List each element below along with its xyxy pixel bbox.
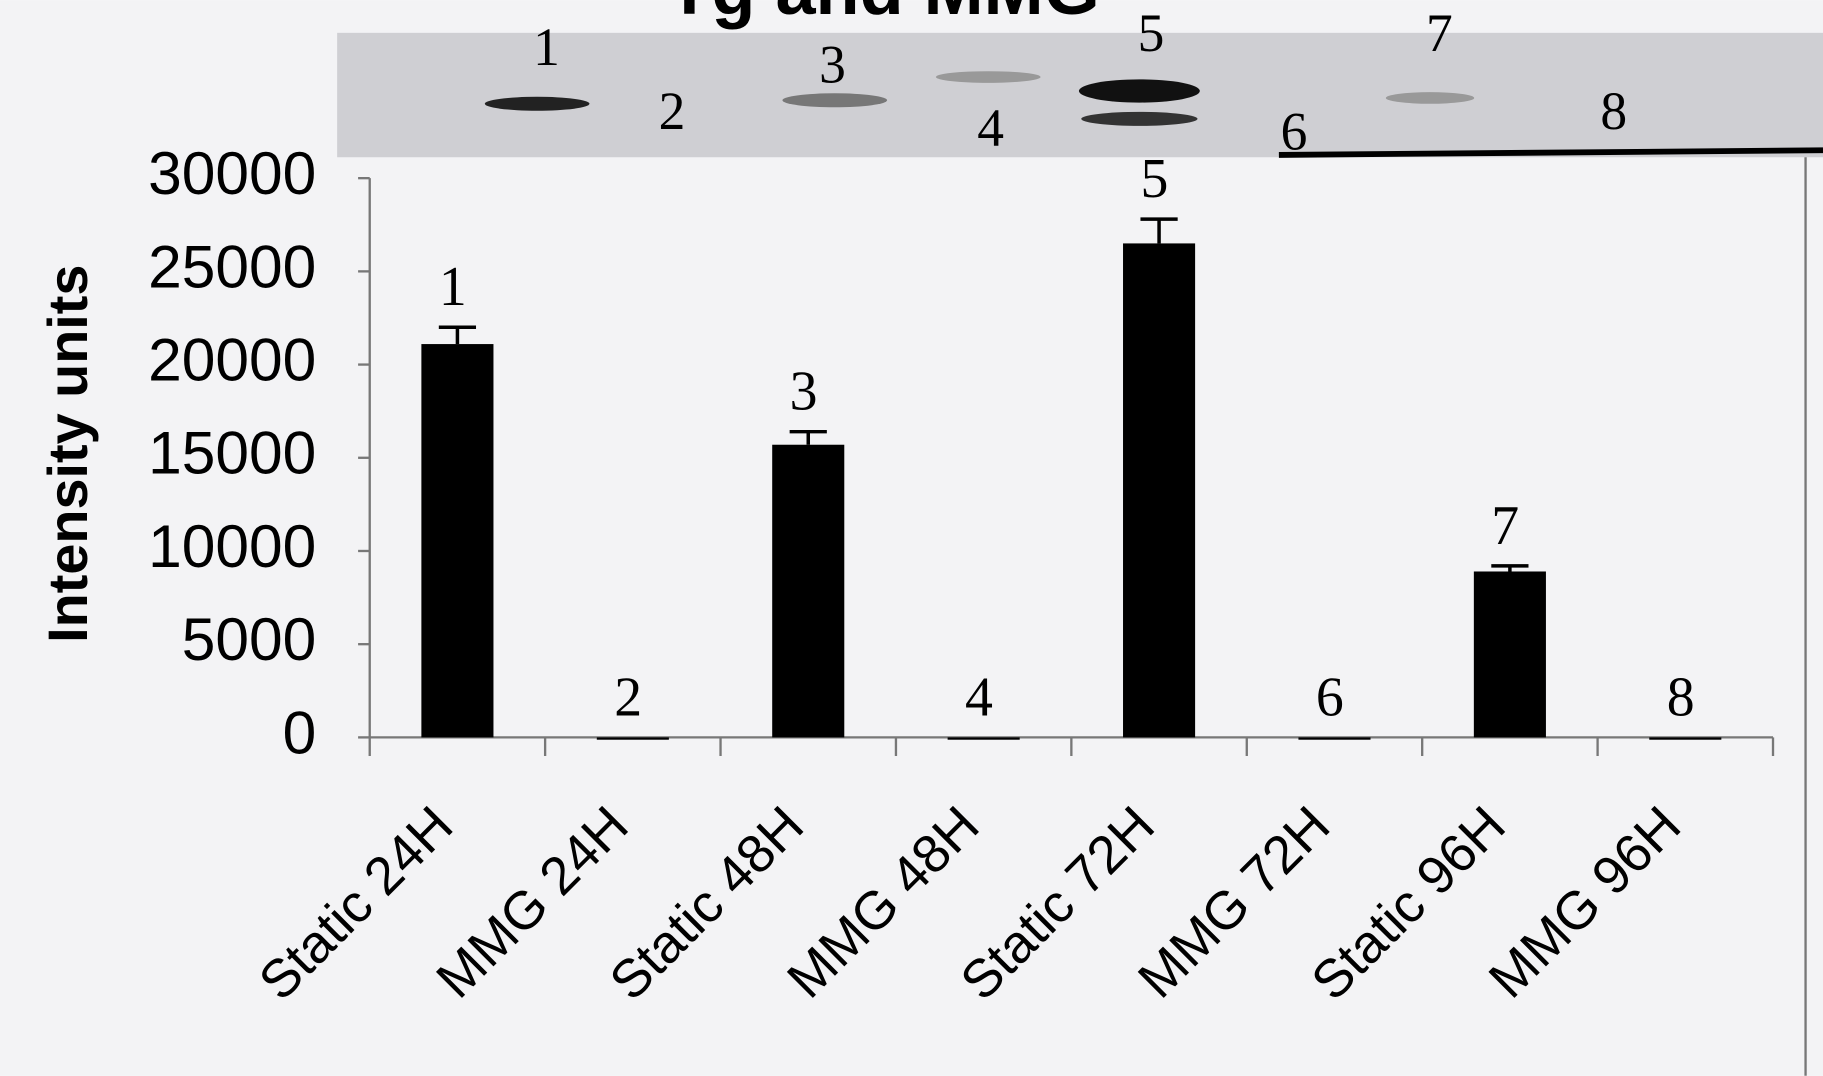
- bar-label: 8: [1667, 666, 1695, 728]
- bar-label: 5: [1140, 148, 1168, 210]
- blot-lane-label: 3: [819, 34, 846, 94]
- blot-lane-label: 2: [659, 81, 686, 141]
- bar-label: 2: [614, 666, 642, 728]
- y-tick-label: 30000: [148, 139, 316, 207]
- y-tick-label: 25000: [148, 232, 316, 300]
- bar: [596, 737, 669, 740]
- y-tick-label: 10000: [148, 512, 316, 580]
- blot-background: [337, 32, 1823, 158]
- bar: [1473, 571, 1546, 738]
- bar: [1123, 243, 1196, 738]
- chart-title: Tg and MMG: [667, 0, 1099, 30]
- blot-lane-label: 8: [1600, 81, 1627, 141]
- y-tick-label: 0: [283, 698, 317, 766]
- bar-label: 4: [965, 666, 993, 728]
- bar: [1649, 737, 1722, 740]
- blot-band: [1385, 92, 1475, 104]
- blot-lane-label: 1: [533, 17, 560, 77]
- bar: [947, 737, 1020, 740]
- blot-lane-label: 5: [1138, 3, 1165, 63]
- y-tick-label: 20000: [148, 326, 316, 394]
- blot-band: [782, 93, 888, 108]
- blot-band: [1078, 79, 1200, 103]
- y-tick-label: 5000: [182, 605, 316, 673]
- bar-label: 6: [1316, 666, 1344, 728]
- blot-edge: [1278, 147, 1823, 158]
- bar-label: 3: [790, 361, 818, 423]
- blot-band: [484, 96, 590, 111]
- bar-label: 1: [439, 256, 467, 318]
- y-axis-label: Intensity units: [36, 265, 99, 643]
- blot-lane-label: 4: [977, 98, 1004, 158]
- blot-band: [935, 71, 1041, 83]
- blot-band: [1081, 111, 1198, 126]
- bar: [1298, 737, 1371, 740]
- blot-lane-label: 7: [1426, 3, 1453, 63]
- bar-label: 7: [1491, 495, 1519, 557]
- blot-lane-label: 6: [1281, 102, 1308, 162]
- blot: [337, 32, 1823, 158]
- bar: [772, 444, 845, 738]
- y-tick-label: 15000: [148, 419, 316, 487]
- bar: [421, 344, 494, 738]
